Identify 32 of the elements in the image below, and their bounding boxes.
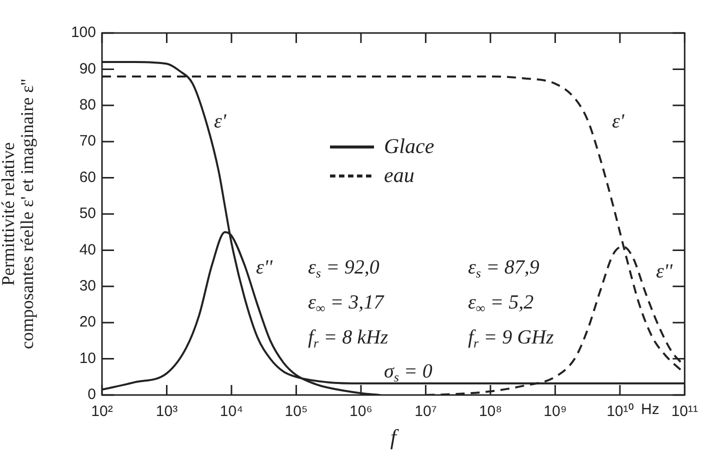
legend-label: Glace (384, 134, 434, 159)
x-axis-title: f (390, 424, 400, 450)
annotation: ε' (214, 110, 227, 132)
x-tick-label: 10⁴ (220, 403, 244, 420)
annotation: ε∞ = 5,2 (468, 291, 534, 316)
x-tick-label: 10¹⁰ (606, 403, 634, 420)
y-tick-label: 60 (79, 168, 96, 186)
y-axis-title: Permittivité relative composantes réelle ε' et imaginaire ε'' (0, 78, 38, 350)
x-tick-label: 10³ (156, 403, 178, 420)
x-tick-label: 10⁷ (414, 403, 437, 420)
annotation: ε∞ = 3,17 (308, 291, 385, 316)
annotation: ε'' (256, 256, 274, 278)
y-tick-label: 0 (88, 386, 96, 404)
x-tick-label: 10⁸ (478, 403, 502, 420)
legend-label: eau (384, 163, 414, 188)
x-tick-label: 10⁵ (284, 403, 308, 420)
x-tick-label: 10² (91, 403, 113, 420)
x-tick-label: 10¹¹ (671, 403, 698, 420)
y-tick-label: 50 (79, 205, 96, 222)
x-tick-label: 10⁶ (350, 403, 372, 420)
y-tick-label: 30 (79, 278, 96, 295)
y-tick-label: 20 (79, 314, 96, 331)
y-tick-label: 40 (79, 241, 96, 258)
y-tick-label: 90 (79, 60, 96, 78)
x-tick-label: 10⁹ (544, 403, 567, 420)
y-tick-label: 10 (79, 350, 96, 367)
y-tick-label: 70 (79, 132, 96, 150)
y-tick-label: 100 (70, 24, 96, 42)
y-tick-label: 80 (79, 96, 96, 114)
annotation: ε'' (656, 260, 674, 282)
text: Hz (641, 401, 660, 418)
annotation: ε' (612, 110, 625, 132)
